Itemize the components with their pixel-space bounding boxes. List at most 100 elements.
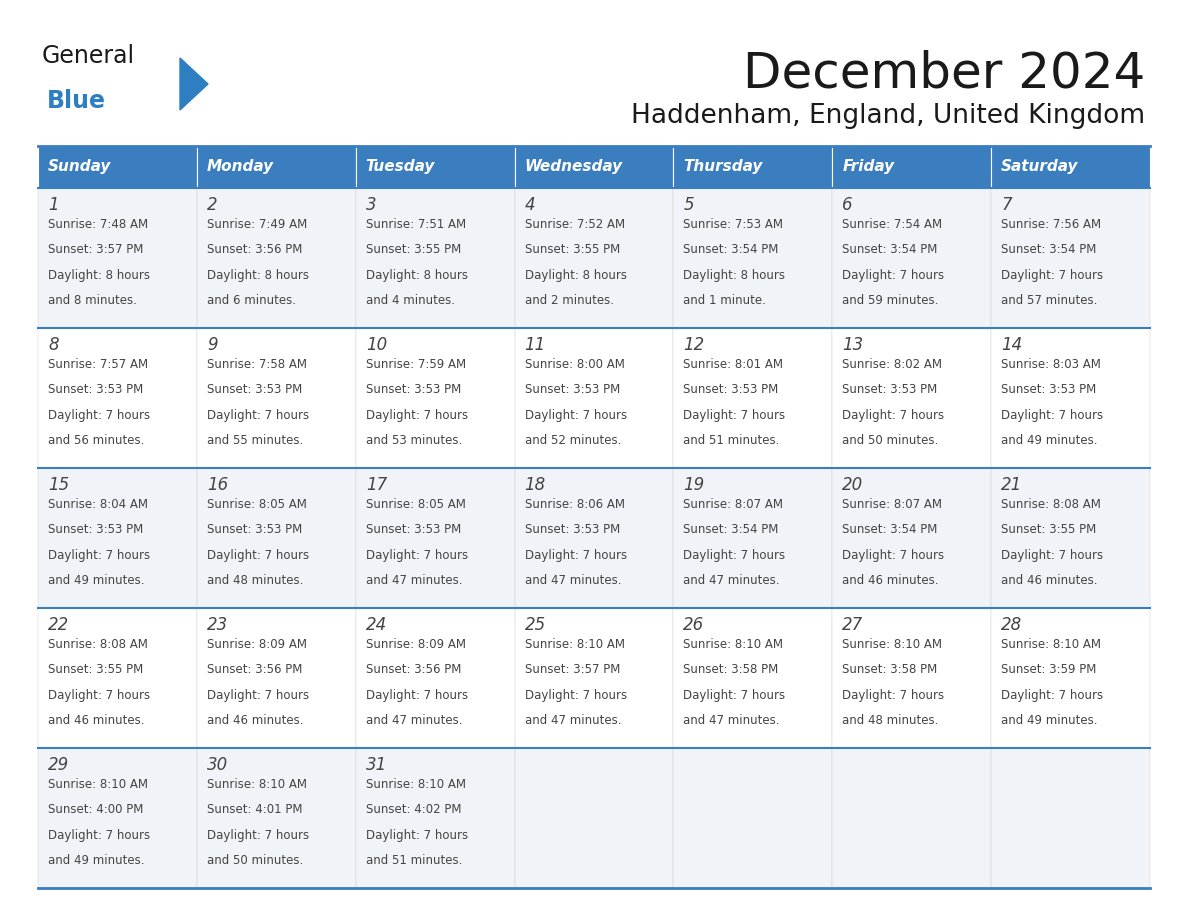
Text: and 49 minutes.: and 49 minutes. — [1001, 714, 1098, 727]
Text: Daylight: 7 hours: Daylight: 7 hours — [366, 409, 468, 422]
Text: Sunset: 3:57 PM: Sunset: 3:57 PM — [48, 243, 144, 256]
Text: Saturday: Saturday — [1001, 160, 1079, 174]
Text: Sunrise: 8:10 AM: Sunrise: 8:10 AM — [207, 778, 307, 791]
Bar — [991, 146, 1150, 188]
Text: Sunset: 3:54 PM: Sunset: 3:54 PM — [842, 523, 937, 536]
Text: 20: 20 — [842, 476, 864, 494]
Text: Sunrise: 7:53 AM: Sunrise: 7:53 AM — [683, 218, 783, 231]
Text: 3: 3 — [366, 196, 377, 214]
Bar — [38, 146, 197, 188]
Text: and 4 minutes.: and 4 minutes. — [366, 295, 455, 308]
Text: Sunset: 3:54 PM: Sunset: 3:54 PM — [1001, 243, 1097, 256]
Text: Sunrise: 8:00 AM: Sunrise: 8:00 AM — [525, 358, 625, 371]
Text: Sunset: 3:56 PM: Sunset: 3:56 PM — [366, 664, 461, 677]
Text: and 47 minutes.: and 47 minutes. — [525, 575, 621, 588]
Bar — [833, 748, 991, 888]
Bar — [197, 748, 355, 888]
Text: and 53 minutes.: and 53 minutes. — [366, 434, 462, 447]
Bar — [833, 146, 991, 188]
Text: and 49 minutes.: and 49 minutes. — [48, 855, 145, 868]
Text: Daylight: 7 hours: Daylight: 7 hours — [1001, 409, 1104, 422]
Text: Sunrise: 8:04 AM: Sunrise: 8:04 AM — [48, 498, 148, 511]
Text: Daylight: 7 hours: Daylight: 7 hours — [683, 409, 785, 422]
Text: and 51 minutes.: and 51 minutes. — [366, 855, 462, 868]
Bar — [355, 146, 514, 188]
Text: Daylight: 7 hours: Daylight: 7 hours — [1001, 688, 1104, 702]
Text: 4: 4 — [525, 196, 536, 214]
Text: 26: 26 — [683, 616, 704, 634]
Text: Sunrise: 7:56 AM: Sunrise: 7:56 AM — [1001, 218, 1101, 231]
Text: Sunset: 3:57 PM: Sunset: 3:57 PM — [525, 664, 620, 677]
Text: Sunset: 3:59 PM: Sunset: 3:59 PM — [1001, 664, 1097, 677]
Text: and 6 minutes.: and 6 minutes. — [207, 295, 296, 308]
Bar — [355, 328, 514, 468]
Text: Sunset: 3:53 PM: Sunset: 3:53 PM — [207, 523, 302, 536]
Text: Daylight: 8 hours: Daylight: 8 hours — [366, 269, 468, 282]
Text: 28: 28 — [1001, 616, 1023, 634]
Bar — [991, 748, 1150, 888]
Text: and 46 minutes.: and 46 minutes. — [1001, 575, 1098, 588]
Text: and 47 minutes.: and 47 minutes. — [683, 575, 781, 588]
Bar — [674, 188, 833, 328]
Text: Sunrise: 7:52 AM: Sunrise: 7:52 AM — [525, 218, 625, 231]
Text: Sunset: 3:56 PM: Sunset: 3:56 PM — [207, 243, 302, 256]
Text: Daylight: 7 hours: Daylight: 7 hours — [366, 549, 468, 562]
Text: 5: 5 — [683, 196, 694, 214]
Text: Sunrise: 7:57 AM: Sunrise: 7:57 AM — [48, 358, 148, 371]
Text: 11: 11 — [525, 336, 545, 354]
Text: Daylight: 7 hours: Daylight: 7 hours — [48, 409, 150, 422]
Text: Sunset: 3:58 PM: Sunset: 3:58 PM — [683, 664, 778, 677]
Text: 1: 1 — [48, 196, 58, 214]
Text: Sunrise: 8:03 AM: Sunrise: 8:03 AM — [1001, 358, 1101, 371]
Text: Sunrise: 8:10 AM: Sunrise: 8:10 AM — [683, 638, 783, 651]
Bar — [514, 608, 674, 748]
Text: Sunrise: 8:09 AM: Sunrise: 8:09 AM — [207, 638, 307, 651]
Text: Sunrise: 8:09 AM: Sunrise: 8:09 AM — [366, 638, 466, 651]
Bar — [991, 608, 1150, 748]
Text: Sunset: 3:53 PM: Sunset: 3:53 PM — [366, 523, 461, 536]
Bar — [38, 188, 197, 328]
Text: Wednesday: Wednesday — [525, 160, 623, 174]
Text: 21: 21 — [1001, 476, 1023, 494]
Bar — [991, 328, 1150, 468]
Text: and 2 minutes.: and 2 minutes. — [525, 295, 613, 308]
Bar — [833, 328, 991, 468]
Text: and 48 minutes.: and 48 minutes. — [207, 575, 303, 588]
Text: Sunrise: 8:02 AM: Sunrise: 8:02 AM — [842, 358, 942, 371]
Text: Sunset: 3:53 PM: Sunset: 3:53 PM — [683, 384, 778, 397]
Text: Daylight: 7 hours: Daylight: 7 hours — [366, 829, 468, 842]
Text: Sunset: 3:53 PM: Sunset: 3:53 PM — [525, 384, 620, 397]
Text: and 50 minutes.: and 50 minutes. — [842, 434, 939, 447]
Text: Haddenham, England, United Kingdom: Haddenham, England, United Kingdom — [631, 103, 1145, 129]
Text: and 47 minutes.: and 47 minutes. — [366, 714, 462, 727]
Text: 19: 19 — [683, 476, 704, 494]
Bar — [514, 328, 674, 468]
Text: Daylight: 8 hours: Daylight: 8 hours — [683, 269, 785, 282]
Polygon shape — [181, 58, 208, 110]
Bar — [514, 468, 674, 608]
Bar — [38, 608, 197, 748]
Text: Sunrise: 8:10 AM: Sunrise: 8:10 AM — [842, 638, 942, 651]
Text: and 46 minutes.: and 46 minutes. — [207, 714, 303, 727]
Text: Sunrise: 8:10 AM: Sunrise: 8:10 AM — [525, 638, 625, 651]
Text: 10: 10 — [366, 336, 387, 354]
Text: and 47 minutes.: and 47 minutes. — [683, 714, 781, 727]
Text: 22: 22 — [48, 616, 69, 634]
Text: Sunset: 4:02 PM: Sunset: 4:02 PM — [366, 803, 461, 816]
Text: Sunset: 3:53 PM: Sunset: 3:53 PM — [48, 384, 144, 397]
Text: Daylight: 7 hours: Daylight: 7 hours — [207, 549, 309, 562]
Text: 23: 23 — [207, 616, 228, 634]
Text: December 2024: December 2024 — [742, 50, 1145, 98]
Text: Daylight: 7 hours: Daylight: 7 hours — [207, 688, 309, 702]
Text: Daylight: 7 hours: Daylight: 7 hours — [842, 409, 944, 422]
Text: and 46 minutes.: and 46 minutes. — [842, 575, 939, 588]
Text: Daylight: 7 hours: Daylight: 7 hours — [207, 409, 309, 422]
Text: and 49 minutes.: and 49 minutes. — [48, 575, 145, 588]
Text: Sunrise: 7:54 AM: Sunrise: 7:54 AM — [842, 218, 942, 231]
Text: Daylight: 8 hours: Daylight: 8 hours — [525, 269, 626, 282]
Text: Sunset: 3:55 PM: Sunset: 3:55 PM — [366, 243, 461, 256]
Text: Thursday: Thursday — [683, 160, 763, 174]
Text: Daylight: 8 hours: Daylight: 8 hours — [48, 269, 150, 282]
Text: 17: 17 — [366, 476, 387, 494]
Bar — [674, 146, 833, 188]
